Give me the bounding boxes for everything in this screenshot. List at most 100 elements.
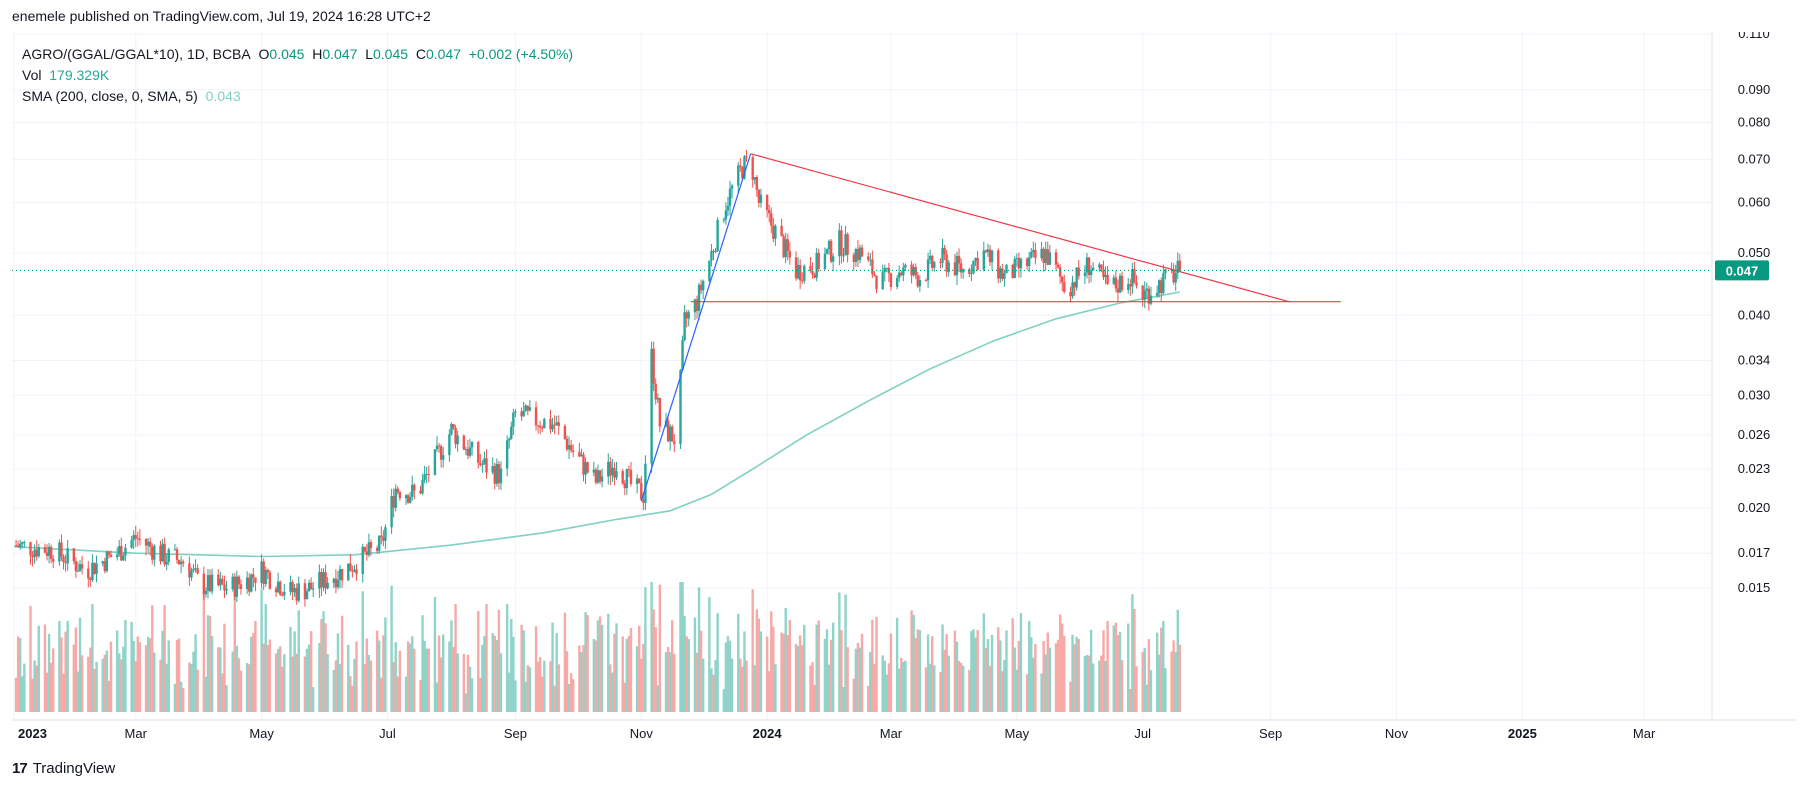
candle-body — [522, 410, 525, 417]
volume-bar — [64, 631, 67, 712]
candle-body — [118, 546, 121, 555]
candle-body — [14, 545, 18, 547]
candle-body — [380, 535, 383, 538]
candle-body — [276, 581, 280, 593]
candle-body — [520, 411, 523, 417]
candle-body — [582, 454, 585, 475]
candle-body — [1013, 258, 1016, 278]
trendlines[interactable] — [640, 153, 1341, 502]
candle-body — [262, 561, 265, 584]
candle-body — [336, 579, 340, 588]
volume-bar — [1030, 637, 1033, 712]
candle-body — [957, 255, 961, 264]
candle-body — [541, 427, 544, 429]
volume-bar — [681, 582, 684, 712]
volume-bar — [148, 638, 152, 712]
candle-body — [553, 424, 556, 426]
sma-label[interactable]: SMA (200, close, 0, SMA, 5) — [22, 88, 198, 104]
y-tick-label: 0.020 — [1738, 500, 1771, 515]
candle-body — [974, 257, 977, 261]
volume-bar — [759, 631, 763, 712]
candle-body — [349, 563, 352, 572]
volume-bar — [21, 676, 24, 712]
candle-body — [988, 249, 992, 263]
candle-body — [997, 250, 1000, 279]
candle-body — [266, 569, 269, 573]
volume-bar — [380, 677, 383, 712]
volume-bar — [175, 639, 179, 712]
volume-label[interactable]: Vol — [22, 67, 42, 83]
volume-bar — [887, 663, 891, 712]
candle-body — [392, 495, 395, 508]
volume-bar — [435, 682, 439, 712]
volume-bar — [340, 615, 344, 712]
volume-bar — [741, 666, 744, 712]
volume-bar — [1013, 647, 1016, 712]
volume-bar — [497, 609, 501, 712]
candle-body — [984, 250, 988, 253]
candle-body — [774, 225, 777, 239]
volume-bar — [580, 652, 583, 712]
candle-body — [970, 273, 973, 275]
candle-body — [21, 542, 24, 544]
volume-bar — [499, 653, 503, 712]
candle-body — [858, 247, 862, 261]
candle-body — [365, 551, 369, 555]
volume-bar — [47, 633, 51, 712]
candle-body — [192, 568, 195, 571]
candle-body — [190, 570, 193, 578]
candle-body — [120, 546, 123, 561]
volume-bar — [448, 641, 451, 712]
candle-body — [221, 578, 224, 585]
volume-bar — [78, 617, 82, 712]
candle-body — [1135, 282, 1138, 286]
volume-bar — [43, 624, 47, 712]
candle-body — [621, 471, 624, 484]
volume-bar — [586, 615, 589, 712]
symbol-label[interactable]: AGRO/(GGAL/GGAL*10), 1D, BCBA — [22, 46, 251, 62]
candle-body — [159, 545, 162, 562]
candle-body — [600, 476, 604, 482]
volume-bar — [66, 620, 69, 712]
candle-body — [1034, 249, 1037, 259]
candle-body — [146, 541, 150, 546]
candle-body — [904, 264, 907, 268]
price-axis[interactable]: 0.110 0.090 0.080 0.070 0.060 0.050 0.040 0.034… — [1738, 32, 1771, 595]
candle-body — [95, 563, 98, 574]
candle-body — [210, 574, 214, 592]
tradingview-brand[interactable]: 17 TradingView — [12, 760, 115, 777]
candle-body — [823, 253, 827, 269]
volume-bar — [611, 672, 614, 712]
candle-body — [495, 463, 499, 484]
chart-background — [12, 32, 1797, 752]
candle-body — [394, 488, 397, 508]
candle-body — [609, 461, 612, 476]
volume-bar — [264, 604, 267, 712]
volume-bar — [652, 609, 655, 712]
candle-body — [291, 582, 294, 593]
candle-body — [91, 562, 94, 580]
volume-bar — [658, 584, 662, 712]
candle-body — [231, 576, 234, 589]
volume-bar — [1017, 640, 1021, 712]
volume-bar — [1172, 640, 1175, 712]
candle-body — [586, 462, 589, 473]
volume-bar — [367, 654, 371, 712]
candle-body — [701, 280, 705, 291]
price-chart[interactable]: 0.110 0.090 0.080 0.070 0.060 0.050 0.040 0.034… — [12, 32, 1797, 752]
volume-bar — [900, 657, 903, 712]
volume-bar — [1056, 639, 1060, 712]
volume-bar — [798, 635, 802, 712]
volume-bar — [37, 625, 40, 712]
candle-body — [825, 249, 829, 254]
volume-bar — [76, 671, 80, 712]
volume-bar — [786, 635, 789, 712]
candle-body — [398, 492, 402, 499]
candle-body — [1118, 275, 1122, 293]
time-axis[interactable]: 2023 Mar May Jul Sep Nov 2024 Mar May Jul Sep Nov 20… — [18, 726, 1656, 741]
candle-body — [536, 425, 540, 427]
volume-bar — [303, 656, 307, 712]
last-price-label: 0.047 — [1726, 263, 1759, 278]
volume-bar — [235, 645, 239, 712]
candle-body — [1149, 295, 1153, 304]
